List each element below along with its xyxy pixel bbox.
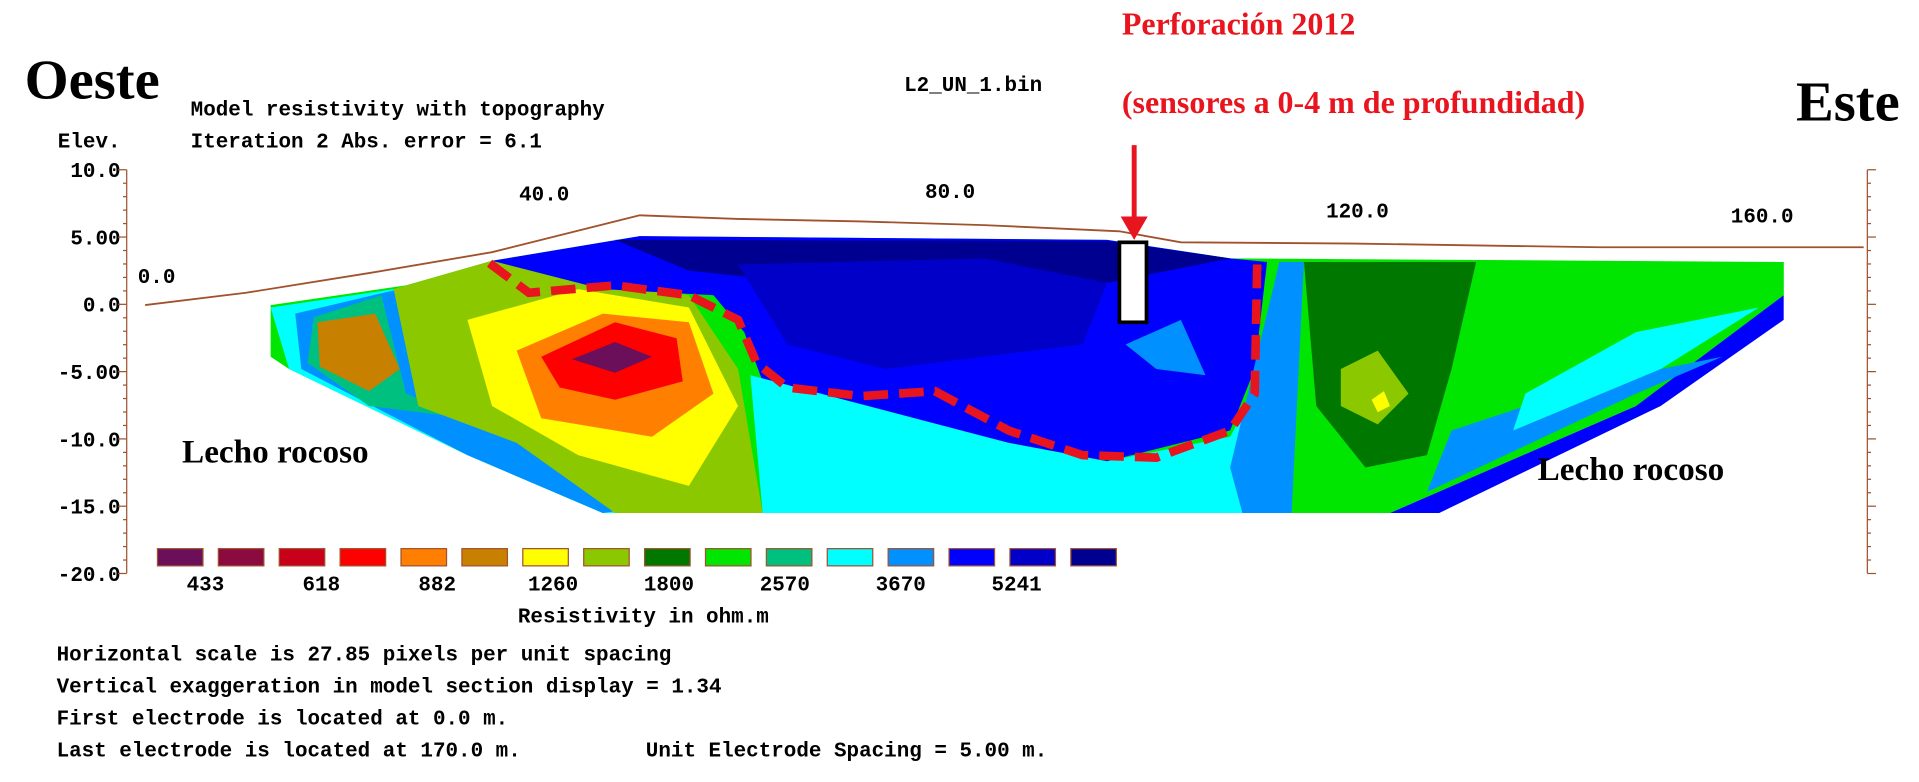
annotation: Perforación 2012: [1122, 6, 1355, 41]
color-swatch: [339, 548, 387, 567]
footer-line: Vertical exaggeration in model section d…: [57, 677, 722, 700]
color-swatch: [156, 548, 204, 567]
rock-label: Lecho rocoso: [1538, 451, 1725, 488]
colorbar-label: 5241: [991, 574, 1041, 597]
colorbar-label: 882: [418, 574, 456, 597]
colorbar-title: Resistivity in ohm.m: [518, 606, 769, 629]
rock-label: Lecho rocoso: [182, 434, 369, 471]
arrow-head: [1120, 216, 1148, 240]
color-swatch: [217, 548, 265, 567]
color-swatch: [643, 548, 691, 567]
x-tick-label: 80.0: [925, 182, 975, 205]
right-label: Este: [1796, 72, 1900, 134]
annotation: (sensores a 0-4 m de profundidad): [1122, 85, 1585, 120]
colorbar-label: 3670: [876, 574, 926, 597]
color-swatch: [704, 548, 752, 567]
color-swatch: [765, 548, 813, 567]
color-swatch: [583, 548, 630, 567]
boundary-line: [487, 259, 1262, 462]
colorbar-label: 1800: [644, 574, 694, 597]
model-section: [270, 236, 1784, 513]
y-tick-label: -20.0: [58, 565, 121, 588]
y-tick-label: -5.00: [58, 363, 121, 386]
iteration: Iteration 2 Abs. error = 6.1: [191, 132, 542, 155]
x-tick-label: 120.0: [1326, 202, 1389, 225]
color-swatch: [461, 548, 509, 567]
x-tick-label: 0.0: [138, 267, 176, 290]
color-swatch: [522, 548, 569, 567]
borehole: [1117, 240, 1149, 325]
colorbar-label: 1260: [528, 574, 578, 597]
file-name: L2_UN_1.bin: [904, 75, 1042, 98]
color-swatch: [400, 548, 448, 567]
y-tick-label: -15.0: [58, 498, 121, 521]
y-tick-label: -10.0: [58, 430, 121, 453]
color-swatch: [278, 548, 326, 567]
footer-line: Unit Electrode Spacing = 5.00 m.: [646, 741, 1047, 764]
topography: [145, 214, 1864, 306]
footer-line: Last electrode is located at 170.0 m.: [57, 741, 521, 764]
color-swatch: [1070, 548, 1117, 567]
colorbar-label: 2570: [760, 574, 810, 597]
y-tick-label: 5.00: [70, 228, 120, 251]
x-tick-label: 40.0: [519, 185, 569, 208]
x-tick-label: 160.0: [1731, 207, 1794, 230]
footer-line: Horizontal scale is 27.85 pixels per uni…: [57, 645, 672, 668]
color-swatch: [1009, 548, 1057, 567]
y-tick-label: 10.0: [70, 161, 120, 184]
footer-line: First electrode is located at 0.0 m.: [57, 709, 509, 732]
y-tick-label: 0.0: [83, 296, 121, 319]
left-label: Oeste: [25, 49, 160, 111]
color-swatch: [948, 548, 996, 567]
y-title: Elev.: [58, 132, 121, 155]
colorbar-label: 433: [187, 574, 225, 597]
title: Model resistivity with topography: [191, 100, 605, 123]
colorbar-label: 618: [302, 574, 340, 597]
color-swatch: [826, 548, 874, 567]
color-swatch: [887, 548, 935, 567]
